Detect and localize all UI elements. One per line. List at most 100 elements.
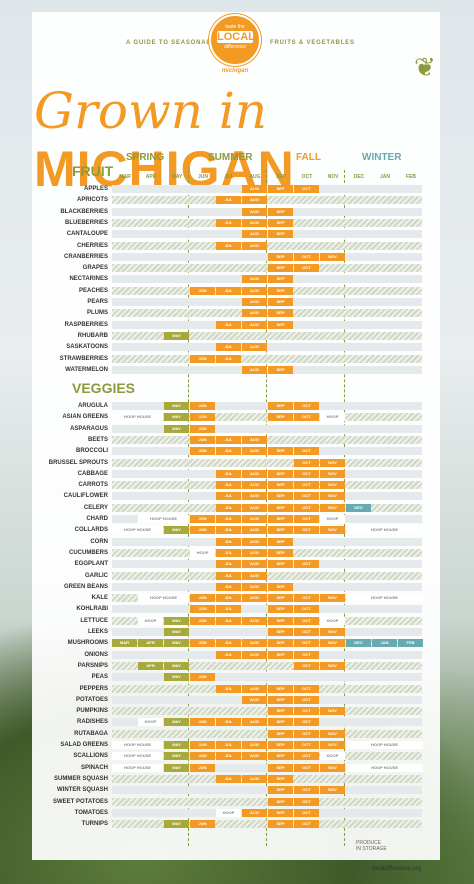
veggies-name: CAULIFLOWER	[63, 493, 108, 500]
availability-cell: HOOP	[320, 515, 345, 523]
availability-cell: SEP	[268, 264, 293, 273]
veggies-row: LEEKS MAY SEP OCT NOV	[40, 627, 422, 637]
availability-cell: OCT	[294, 605, 319, 614]
availability-cell: SEP	[268, 309, 293, 318]
season-track	[112, 695, 422, 704]
veggies-name: TOMATOES	[74, 809, 108, 816]
fruit-name: GRAPES	[82, 265, 108, 272]
veggies-row: CABBAGE JUL AUG SEP OCT NOV	[40, 469, 422, 479]
veggies-row: ASPARAGUS MAY JUN	[40, 424, 422, 434]
fruit-name: PEACHES	[78, 287, 108, 294]
availability-cell: AUG	[242, 447, 267, 456]
season-track	[112, 571, 422, 580]
season-track	[112, 526, 422, 535]
availability-cell: OCT	[294, 469, 319, 478]
availability-cell: JUN	[190, 820, 215, 829]
availability-cell: HOOP HOUSE	[346, 594, 423, 603]
season-track	[112, 616, 422, 625]
availability-cell: MAY	[164, 402, 189, 410]
season-track	[112, 218, 422, 227]
availability-cell: SEP	[268, 616, 293, 625]
availability-cell: SEP	[268, 763, 293, 772]
availability-cell: AUG	[242, 752, 267, 761]
season-spring: SPRING	[126, 152, 165, 163]
veggies-row: RUTABAGA SEP OCT NOV	[40, 729, 422, 739]
availability-cell: JUL	[216, 526, 241, 535]
availability-cell: SEP	[268, 594, 293, 603]
availability-cell: OCT	[294, 741, 319, 749]
veggies-row: SALAD GREENS HOOP HOUSE MAY JUN JUL AUG SEP OCT…	[40, 740, 423, 750]
veggies-name: BRUSSEL SPROUTS	[48, 459, 108, 466]
season-track	[112, 820, 422, 829]
season-track	[112, 774, 422, 783]
availability-cell: DEC	[346, 503, 371, 512]
season-track	[112, 492, 422, 501]
fruit-name: BLUEBERRIES	[64, 219, 108, 226]
availability-cell: MAY	[164, 616, 189, 625]
availability-cell: AUG	[242, 275, 267, 284]
availability-cell: SEP	[268, 298, 293, 306]
availability-cell: JUL	[216, 447, 241, 456]
month-header: NOV	[327, 174, 339, 180]
availability-cell: AUG	[242, 639, 267, 648]
availability-cell: SEP	[268, 515, 293, 523]
availability-cell: HOOP	[320, 413, 345, 422]
season-track	[112, 707, 422, 716]
availability-cell: AUG	[242, 286, 267, 295]
availability-cell: SEP	[268, 185, 293, 193]
veggies-row: COLLARDS HOOP HOUSE MAY JUN JUL AUG SEP OCT NOV H…	[40, 525, 423, 535]
availability-cell: JUN	[190, 752, 215, 761]
availability-cell: MAY	[164, 673, 189, 682]
fruit-row: RASPBERRIES JUL AUG SEP	[40, 320, 422, 330]
availability-cell: HOOP	[190, 548, 215, 557]
season-track	[112, 286, 422, 295]
availability-cell: NOV	[320, 763, 345, 772]
availability-cell: AUG	[242, 560, 267, 569]
availability-cell: AUG	[242, 526, 267, 535]
availability-cell: JUL	[216, 196, 241, 205]
fruit-row: STRAWBERRIES JUN JUL	[40, 354, 422, 364]
availability-cell: JUL	[216, 571, 241, 580]
fruit-row: BLUEBERRIES JUL AUG SEP	[40, 218, 422, 228]
availability-cell: AUG	[242, 230, 267, 239]
veggies-name: SWEET POTATOES	[52, 798, 108, 805]
veggies-row: PEPPERS JUL AUG SEP OCT	[40, 684, 422, 694]
availability-cell: JUL	[216, 515, 241, 523]
fruit-name: CRANBERRIES	[63, 253, 108, 260]
availability-cell: JUL	[216, 752, 241, 761]
availability-cell: AUG	[242, 241, 267, 250]
veggies-name: ARUGULA	[78, 403, 108, 409]
availability-cell: OCT	[294, 185, 319, 193]
availability-cell: SEP	[268, 252, 293, 261]
availability-cell: JAN	[372, 639, 397, 648]
availability-cell: JUL	[216, 718, 241, 727]
fruit-row: SASKATOONS JUL AUG	[40, 342, 422, 352]
veggies-name: WINTER SQUASH	[57, 787, 108, 794]
section-veggies-heading: VEGGIES	[72, 380, 136, 396]
availability-cell: SEP	[268, 275, 293, 284]
availability-cell: MAY	[164, 628, 189, 636]
month-header: JUL	[224, 174, 234, 180]
availability-cell: NOV	[320, 594, 345, 603]
season-track	[112, 673, 422, 682]
availability-cell: AUG	[242, 320, 267, 329]
veggies-row: SWEET POTATOES SEP OCT	[40, 797, 422, 807]
availability-cell: OCT	[294, 797, 319, 806]
fruit-name: BLACKBERRIES	[60, 208, 108, 215]
availability-cell: HOOP HOUSE	[112, 752, 163, 761]
availability-cell: AUG	[242, 515, 267, 523]
month-header: SEP	[275, 174, 286, 180]
availability-cell: OCT	[294, 628, 319, 636]
availability-cell: AUG	[242, 571, 267, 580]
veggies-name: PARSNIPS	[77, 662, 108, 669]
availability-cell: NOV	[320, 481, 345, 490]
season-track	[112, 275, 422, 284]
availability-cell: AUG	[242, 196, 267, 205]
availability-cell: SEP	[268, 797, 293, 806]
veggies-name: COLLARDS	[74, 527, 108, 534]
availability-cell: JUN	[190, 741, 215, 749]
availability-cell: JUL	[216, 320, 241, 329]
guide-tagline-left: A GUIDE TO SEASONAL	[126, 40, 211, 46]
season-track	[112, 684, 422, 693]
availability-cell: SEP	[268, 413, 293, 422]
